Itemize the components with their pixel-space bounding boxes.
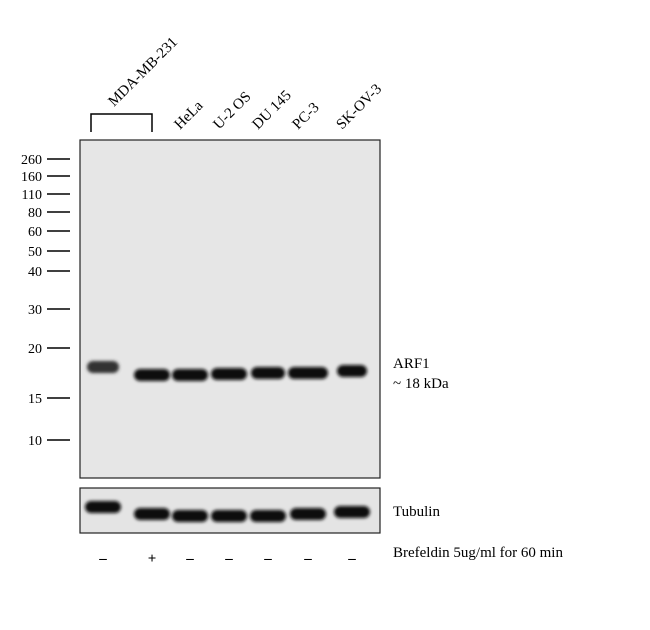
tubulin-band — [134, 508, 170, 520]
arf1-band — [337, 365, 367, 377]
tubulin-band — [250, 510, 286, 522]
marker-label: 30 — [28, 303, 42, 318]
arf1-band — [87, 361, 119, 373]
marker-label: 15 — [28, 392, 42, 407]
arf1-band — [211, 368, 247, 380]
treatment-sign: – — [98, 551, 107, 567]
tubulin-band — [172, 510, 208, 522]
lane-group-label: MDA-MB-231 — [106, 34, 182, 110]
treatment-signs: – + – – – – – — [98, 551, 356, 567]
treatment-sign: + — [148, 551, 157, 567]
lane-label: SK-OV-3 — [334, 81, 386, 133]
marker-label: 110 — [22, 188, 42, 203]
bands — [85, 361, 370, 522]
marker-label: 10 — [28, 434, 42, 449]
marker-ladder: 260 160 110 80 60 50 40 30 20 15 10 — [21, 153, 70, 449]
tubulin-band — [290, 508, 326, 520]
lane-label: PC-3 — [290, 100, 323, 133]
treatment-sign: – — [224, 551, 233, 567]
target-size: ~ 18 kDa — [393, 376, 449, 392]
marker-label: 50 — [28, 245, 42, 260]
treatment-sign: – — [303, 551, 312, 567]
marker-label: 160 — [21, 170, 42, 185]
arf1-band — [288, 367, 328, 379]
main-blot — [79, 139, 381, 479]
marker-label: 260 — [21, 153, 42, 168]
group-bracket — [90, 113, 153, 132]
arf1-band — [172, 369, 208, 381]
treatment-sign: – — [185, 551, 194, 567]
marker-label: 20 — [28, 342, 42, 357]
arf1-band — [251, 367, 285, 379]
marker-label: 40 — [28, 265, 42, 280]
lane-label: DU 145 — [250, 88, 295, 133]
marker-label: 60 — [28, 225, 42, 240]
treatment-label: Brefeldin 5ug/ml for 60 min — [393, 545, 563, 561]
tubulin-band — [211, 510, 247, 522]
control-label: Tubulin — [393, 504, 440, 520]
arf1-band — [134, 369, 170, 381]
tubulin-band — [85, 501, 121, 513]
lane-label: HeLa — [172, 98, 207, 133]
marker-label: 80 — [28, 206, 42, 221]
treatment-sign: – — [347, 551, 356, 567]
target-label: ARF1 — [393, 356, 430, 372]
tubulin-band — [334, 506, 370, 518]
lane-label: U-2 OS — [211, 89, 255, 133]
treatment-sign: – — [263, 551, 272, 567]
